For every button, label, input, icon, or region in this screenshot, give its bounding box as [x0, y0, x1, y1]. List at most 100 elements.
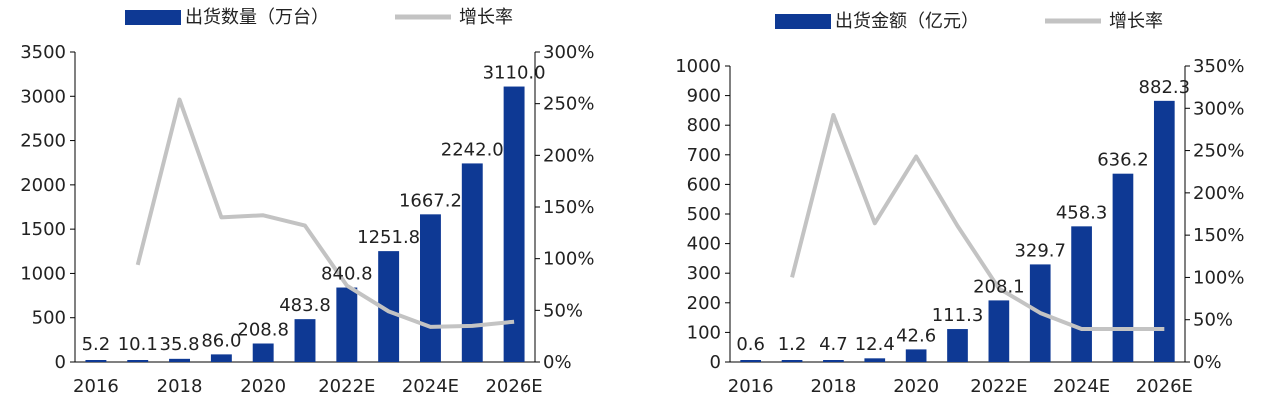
right-y-tick-label: 300% — [543, 42, 594, 63]
right-y-tick-label: 350% — [1193, 56, 1244, 77]
right-y-tick-label: 150% — [1193, 225, 1244, 246]
bar-data-label: 208.8 — [237, 320, 289, 341]
left-y-tick-label: 600 — [687, 174, 721, 195]
bar — [1153, 100, 1175, 362]
legend-line-label: 增长率 — [459, 7, 513, 28]
left-y-tick-label: 3500 — [20, 42, 66, 63]
bar — [947, 329, 968, 362]
x-tick-label: 2016 — [728, 376, 774, 397]
x-tick-label: 2022E — [318, 376, 375, 397]
left-y-tick-label: 3000 — [20, 86, 66, 107]
right-y-tick-label: 200% — [1193, 183, 1244, 204]
bar — [781, 360, 803, 362]
bar-data-label: 1251.8 — [357, 227, 420, 248]
bar — [1071, 226, 1092, 362]
right-y-tick-label: 300% — [1193, 98, 1244, 119]
bar — [823, 360, 844, 362]
bar-data-label: 882.3 — [1139, 77, 1191, 98]
shipment-volume-chart: 出货数量（万台） 增长率 0 500 1000 1500 2000 2500 3000 3500 0… — [0, 0, 640, 402]
left-y-tick-label: 2000 — [20, 175, 66, 196]
x-tick-label: 2024E — [402, 376, 459, 397]
bar-data-label: 1.2 — [778, 334, 807, 355]
left-y-tick-label: 2500 — [20, 131, 66, 152]
legend-bar-swatch — [125, 10, 181, 25]
right-y-tick-label: 250% — [1193, 141, 1244, 162]
bar-data-label: 840.8 — [321, 264, 373, 285]
left-y-tick-label: 1000 — [20, 263, 66, 284]
shipment-value-chart: 出货金额（亿元） 增长率 0 100 200 300 400 500 600 700 800 900 1… — [640, 0, 1280, 402]
left-y-tick-label: 1000 — [675, 56, 721, 77]
bar — [461, 163, 483, 362]
legend-bar-label: 出货金额（亿元） — [835, 11, 979, 32]
bar — [252, 343, 274, 362]
left-y-tick-label: 800 — [687, 115, 721, 136]
right-y-tick-label: 150% — [543, 197, 594, 218]
x-tick-label: 2026E — [485, 376, 542, 397]
shipment-value-chart-svg: 出货金额（亿元） 增长率 0 100 200 300 400 500 600 700 800 900 1… — [675, 11, 1244, 397]
left-y-tick-label: 0 — [55, 352, 66, 373]
growth-rate-line — [790, 113, 1165, 332]
growth-rate-line — [135, 97, 515, 329]
bar — [294, 319, 316, 362]
bar-data-label: 458.3 — [1056, 202, 1108, 223]
left-y-tick-label: 900 — [687, 86, 721, 107]
bar-data-label: 208.1 — [973, 276, 1025, 297]
bar — [905, 349, 927, 362]
bar — [210, 354, 232, 362]
bar — [503, 86, 525, 363]
left-y-tick-label: 700 — [687, 145, 721, 166]
bar-data-label: 2242.0 — [441, 139, 504, 160]
bar — [127, 360, 149, 362]
left-y-tick-label: 200 — [687, 293, 721, 314]
bar-data-label: 3110.0 — [483, 63, 546, 84]
right-y-tick-label: 50% — [543, 300, 583, 321]
x-tick-label: 2022E — [970, 376, 1027, 397]
bar — [169, 358, 190, 362]
right-y-tick-label: 0% — [1193, 352, 1222, 373]
left-y-tick-label: 400 — [687, 234, 721, 255]
bar — [988, 300, 1010, 362]
bar-data-label: 0.6 — [736, 334, 765, 355]
shipment-volume-chart-svg: 出货数量（万台） 增长率 0 500 1000 1500 2000 2500 3000 3500 0… — [20, 7, 594, 397]
left-y-tick-label: 0 — [710, 352, 721, 373]
bar — [864, 358, 886, 362]
legend-line-label: 增长率 — [1109, 11, 1163, 32]
left-y-tick-label: 500 — [32, 308, 66, 329]
bar — [85, 360, 107, 362]
bar — [336, 287, 358, 362]
left-y-tick-label: 500 — [687, 204, 721, 225]
x-tick-label: 2026E — [1136, 376, 1193, 397]
bar-data-label: 329.7 — [1014, 240, 1066, 261]
bar-data-label: 12.4 — [855, 334, 895, 355]
legend-bar-label: 出货数量（万台） — [185, 7, 329, 28]
bar-data-label: 111.3 — [932, 305, 984, 326]
x-tick-label: 2020 — [240, 376, 286, 397]
bar — [1112, 173, 1134, 362]
right-y-tick-label: 100% — [1193, 267, 1244, 288]
bar — [740, 360, 762, 362]
legend-bar-swatch — [775, 14, 831, 29]
bar-data-label: 636.2 — [1097, 150, 1149, 171]
bar-data-label: 1667.2 — [399, 190, 462, 211]
right-y-tick-label: 200% — [543, 145, 594, 166]
x-tick-label: 2020 — [893, 376, 939, 397]
bar — [378, 251, 400, 362]
left-y-tick-label: 1500 — [20, 219, 66, 240]
bar-data-label: 86.0 — [201, 330, 241, 351]
bar — [420, 214, 441, 362]
bar-data-label: 10.1 — [118, 334, 158, 355]
bar-data-label: 5.2 — [82, 334, 111, 355]
left-y-tick-label: 100 — [687, 322, 721, 343]
right-y-tick-label: 0% — [543, 352, 572, 373]
right-y-tick-label: 100% — [543, 249, 594, 270]
bar-data-label: 483.8 — [279, 295, 331, 316]
x-tick-label: 2018 — [157, 376, 203, 397]
x-tick-label: 2018 — [811, 376, 857, 397]
left-y-tick-label: 300 — [687, 263, 721, 284]
right-y-tick-label: 250% — [543, 94, 594, 115]
bar-data-label: 42.6 — [896, 325, 936, 346]
bar-data-label: 4.7 — [819, 334, 848, 355]
right-y-tick-label: 50% — [1193, 310, 1233, 331]
x-tick-label: 2024E — [1053, 376, 1110, 397]
x-tick-label: 2016 — [73, 376, 119, 397]
